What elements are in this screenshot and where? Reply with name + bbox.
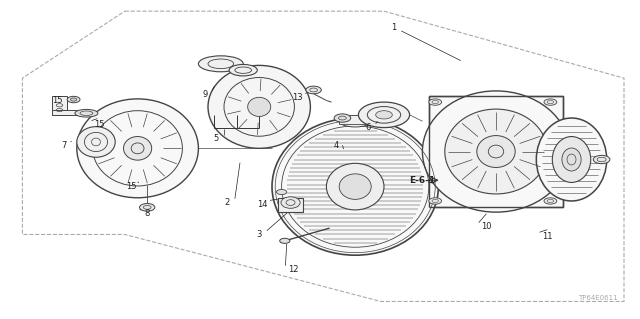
Ellipse shape	[422, 91, 570, 212]
Text: 13: 13	[292, 93, 303, 102]
Ellipse shape	[77, 127, 115, 157]
Text: 1: 1	[391, 23, 396, 32]
Bar	[339, 115, 371, 124]
Ellipse shape	[75, 109, 98, 117]
Text: 7: 7	[61, 141, 67, 150]
Text: 12: 12	[288, 265, 298, 274]
Text: 11: 11	[542, 232, 552, 241]
Circle shape	[544, 198, 557, 204]
Bar	[52, 96, 67, 115]
Ellipse shape	[326, 163, 384, 210]
Text: TP64E0611: TP64E0611	[578, 295, 618, 301]
Ellipse shape	[376, 111, 392, 119]
Ellipse shape	[272, 118, 438, 255]
Circle shape	[70, 98, 77, 101]
Ellipse shape	[536, 118, 607, 201]
Circle shape	[276, 189, 287, 195]
Text: 9: 9	[202, 90, 207, 99]
Ellipse shape	[339, 115, 371, 127]
Circle shape	[429, 198, 442, 204]
Ellipse shape	[477, 136, 515, 167]
Circle shape	[67, 96, 80, 103]
Circle shape	[140, 204, 155, 211]
Ellipse shape	[445, 109, 547, 194]
Text: 14: 14	[257, 200, 268, 209]
Ellipse shape	[358, 102, 410, 128]
Ellipse shape	[281, 197, 300, 208]
Ellipse shape	[229, 64, 257, 76]
Text: 6: 6	[365, 123, 371, 132]
Text: 3: 3	[257, 230, 262, 239]
Circle shape	[334, 114, 351, 122]
Ellipse shape	[198, 56, 243, 72]
Circle shape	[280, 238, 290, 243]
Text: 15: 15	[52, 96, 63, 105]
Text: 4: 4	[333, 141, 339, 150]
Bar	[52, 110, 77, 115]
Ellipse shape	[339, 174, 371, 199]
Text: 2: 2	[225, 198, 230, 207]
Ellipse shape	[124, 137, 152, 160]
Ellipse shape	[562, 148, 581, 171]
Text: 15: 15	[126, 182, 136, 191]
Circle shape	[429, 99, 442, 105]
Text: 10: 10	[481, 222, 492, 231]
Circle shape	[544, 99, 557, 105]
Ellipse shape	[248, 97, 271, 116]
Text: 15: 15	[94, 120, 104, 129]
Ellipse shape	[77, 99, 198, 198]
Bar	[278, 198, 303, 212]
Bar	[429, 96, 563, 207]
Text: 8: 8	[145, 209, 150, 218]
Text: E-6-1: E-6-1	[410, 176, 436, 185]
Text: 5: 5	[214, 134, 219, 143]
Circle shape	[306, 86, 321, 94]
Ellipse shape	[552, 137, 591, 182]
Circle shape	[593, 155, 610, 164]
Ellipse shape	[208, 65, 310, 148]
